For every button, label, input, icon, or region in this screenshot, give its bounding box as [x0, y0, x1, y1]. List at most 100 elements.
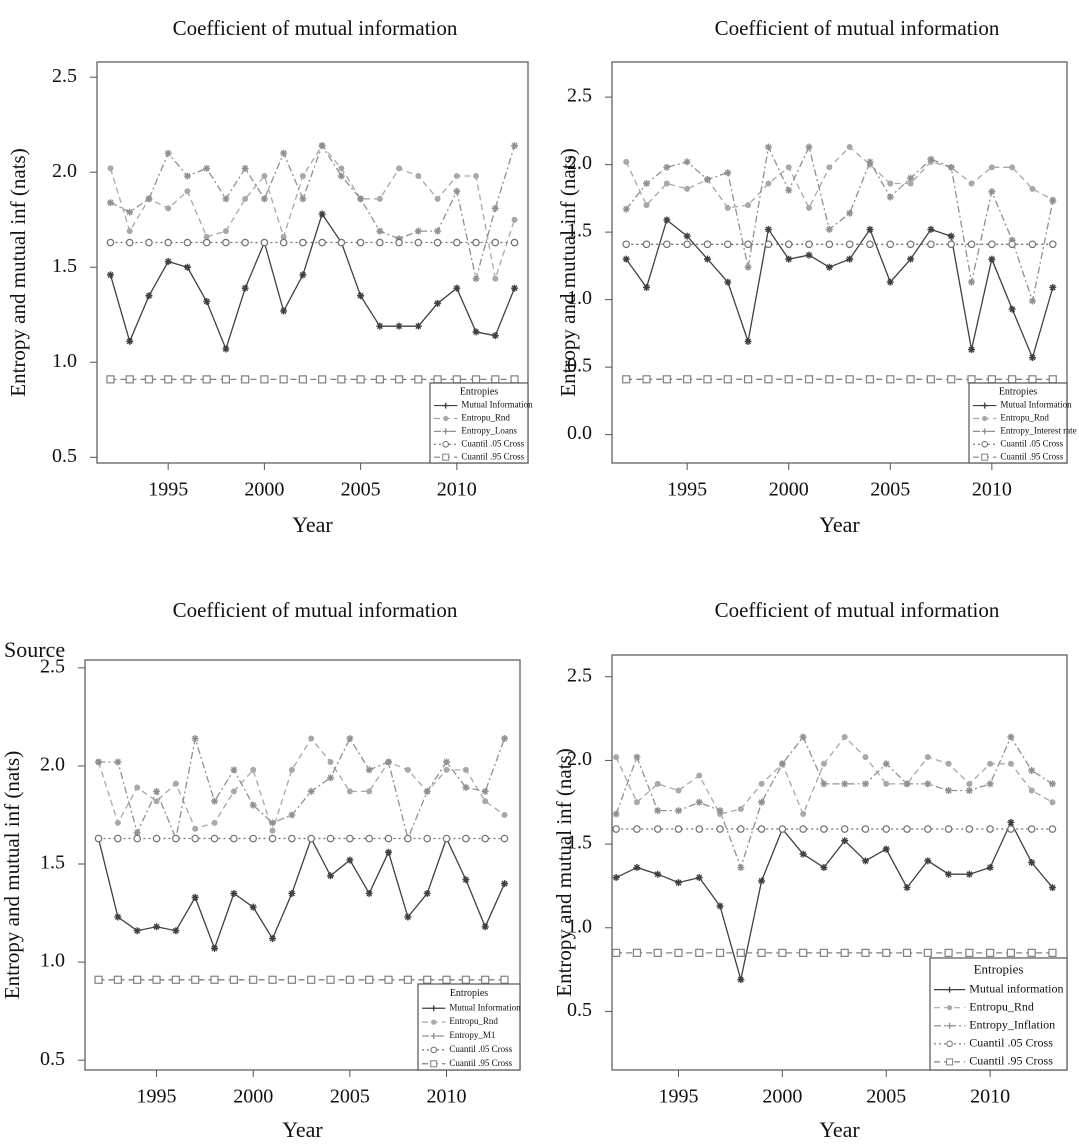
chart-panel: Coefficient of mutual information Year Ent…	[6, 16, 533, 537]
point-marker	[183, 172, 191, 180]
point-marker	[268, 975, 277, 984]
point-marker	[966, 780, 973, 787]
point-marker	[675, 787, 682, 794]
point-marker	[784, 240, 793, 249]
point-marker	[338, 165, 345, 172]
legend-label: Entropu_Rnd	[1000, 413, 1049, 423]
point-marker	[106, 199, 114, 207]
point-marker	[716, 902, 724, 910]
point-marker	[622, 375, 631, 384]
point-marker	[365, 975, 374, 984]
point-marker	[423, 889, 431, 897]
point-marker	[947, 240, 956, 249]
legend-marker	[947, 1005, 953, 1011]
point-marker	[861, 948, 870, 957]
legend-marker	[981, 453, 989, 461]
point-marker	[375, 375, 384, 384]
point-marker	[927, 225, 935, 233]
point-marker	[968, 278, 976, 286]
point-marker	[927, 155, 935, 163]
point-marker	[453, 284, 461, 292]
legend-label: Mutual information	[969, 981, 1063, 995]
point-marker	[242, 195, 249, 202]
point-marker	[784, 375, 793, 384]
point-marker	[366, 788, 373, 795]
point-marker	[1048, 240, 1057, 249]
point-marker	[845, 375, 854, 384]
point-marker	[840, 948, 849, 957]
y-axis-label: Entropy and mutual inf (nats)	[6, 148, 30, 396]
point-marker	[125, 375, 134, 384]
x-axis-label: Year	[819, 512, 860, 537]
chart-panel: Source Coefficient of mutual information Y…	[0, 598, 521, 1142]
point-marker	[357, 195, 365, 203]
point-marker	[434, 227, 442, 235]
point-marker	[820, 864, 828, 872]
point-marker	[241, 375, 250, 384]
point-marker	[210, 975, 219, 984]
legend-label: Entropy_Interest rate	[1000, 425, 1076, 435]
point-marker	[511, 216, 518, 223]
point-marker	[153, 923, 161, 931]
point-marker	[988, 164, 995, 171]
point-marker	[944, 948, 953, 957]
y-tick-label: 2.5	[567, 85, 592, 107]
point-marker	[376, 238, 384, 247]
point-marker	[184, 188, 191, 195]
point-marker	[841, 837, 849, 845]
legend-marker	[443, 415, 449, 422]
point-marker	[1006, 948, 1016, 957]
point-marker	[967, 375, 976, 384]
legend-marker	[982, 415, 988, 422]
x-tick-label: 2010	[427, 1086, 467, 1108]
x-tick-label: 1995	[137, 1086, 177, 1108]
y-tick-label: 0.5	[40, 1048, 65, 1070]
point-marker	[222, 238, 230, 247]
point-marker	[968, 346, 976, 354]
point-marker	[663, 240, 671, 249]
point-marker	[825, 240, 834, 249]
point-marker	[307, 787, 315, 795]
point-marker	[882, 825, 891, 833]
point-marker	[326, 834, 335, 843]
point-marker	[1028, 354, 1036, 362]
y-tick-label: 0.5	[52, 445, 77, 467]
point-marker	[1028, 766, 1036, 774]
point-marker	[778, 760, 786, 768]
point-marker	[764, 143, 772, 151]
point-marker	[423, 834, 432, 843]
point-marker	[299, 195, 307, 203]
point-marker	[415, 173, 422, 180]
point-marker	[481, 787, 489, 795]
point-marker	[1048, 780, 1056, 788]
point-marker	[403, 975, 412, 984]
legend-title: Entropies	[999, 386, 1037, 397]
y-tick-label: 2.5	[52, 65, 77, 87]
y-axis-label: Entropy and mutual inf (nats)	[0, 751, 24, 999]
legend-title: Entropies	[450, 988, 488, 999]
point-marker	[737, 976, 745, 984]
point-marker	[1028, 787, 1035, 794]
x-axis-label: Year	[282, 1117, 323, 1142]
point-marker	[906, 375, 915, 384]
point-marker	[222, 345, 230, 353]
point-marker	[654, 870, 662, 878]
point-marker	[249, 801, 257, 809]
point-marker	[125, 238, 134, 247]
point-marker	[924, 857, 932, 865]
y-tick-label: 1.5	[567, 832, 592, 854]
point-marker	[674, 807, 682, 815]
point-marker	[778, 825, 787, 833]
y-tick-label: 2.0	[40, 754, 65, 776]
point-marker	[191, 893, 199, 901]
point-marker	[764, 225, 772, 233]
point-marker	[152, 975, 161, 984]
point-marker	[799, 733, 807, 741]
point-marker	[861, 857, 869, 865]
point-marker	[882, 948, 891, 957]
chart-panel: Coefficient of mutual information Year Ent…	[556, 16, 1077, 537]
point-marker	[453, 173, 460, 180]
chart-title: Coefficient of mutual information	[173, 598, 458, 622]
point-marker	[133, 975, 142, 984]
point-marker	[906, 240, 915, 249]
